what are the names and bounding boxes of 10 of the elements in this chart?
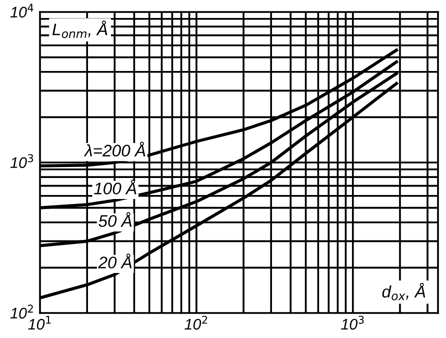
- y-tick-label: 10$^{4}$: [10, 4, 34, 18]
- series-label: λ=200 Å: [84, 142, 146, 157]
- x-tick-label: 10$^{3}$: [341, 316, 364, 330]
- y-axis-title: L$_{onm}$, Å: [52, 20, 108, 38]
- series-label: 20 Å: [98, 254, 132, 268]
- x-tick-label: 10$^{2}$: [184, 316, 208, 330]
- y-tick-label: 10$^{3}$: [10, 154, 34, 168]
- series-label: 50 Å: [98, 212, 132, 227]
- x-axis-title: d$_{ox}$, Å: [382, 282, 426, 300]
- series-label: 100 Å: [94, 180, 136, 194]
